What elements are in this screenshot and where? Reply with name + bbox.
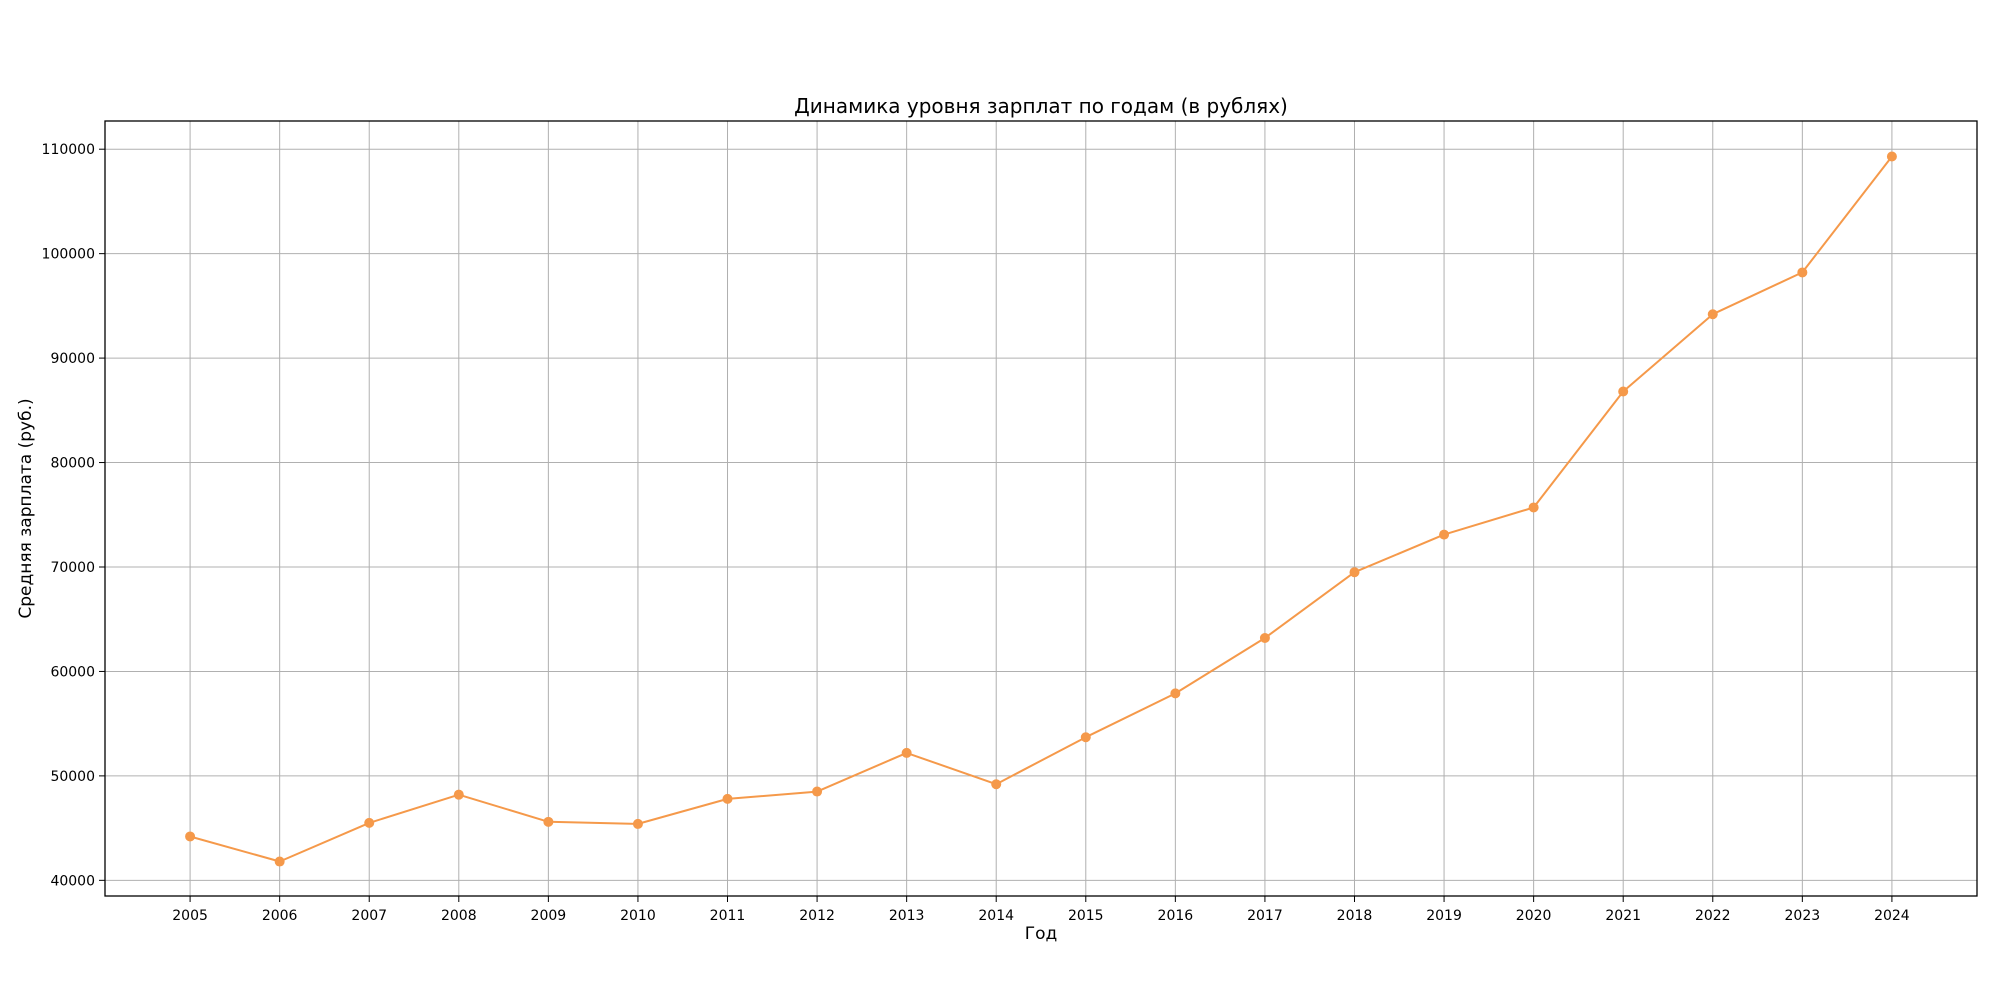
data-point-2016 [1170,688,1181,699]
series-line [189,155,1893,863]
data-point-2015 [1080,732,1091,743]
data-point-2008 [453,789,464,800]
data-point-2005 [185,831,196,842]
data-point-2018 [1349,567,1360,578]
grid [105,121,1977,896]
x-tick-label: 2010 [620,908,656,924]
x-tick-label: 2016 [1158,908,1194,924]
x-tick-label: 2023 [1785,908,1821,924]
data-point-2024 [1886,151,1897,162]
x-tick-label: 2009 [531,908,567,924]
data-point-2006 [274,856,285,867]
x-tick-label: 2014 [978,908,1014,924]
y-tick-label: 40000 [50,873,95,889]
data-point-2022 [1707,309,1718,320]
x-axis-ticks: 2005 2006 2007 2008 2009 2010 2011 2012 2013 2014… [172,896,1910,924]
data-point-2020 [1528,502,1539,513]
data-point-2013 [901,747,912,758]
x-tick-label: 2015 [1068,908,1104,924]
x-tick-label: 2017 [1247,908,1283,924]
data-point-2010 [632,818,643,829]
x-tick-label: 2022 [1695,908,1731,924]
x-tick-label: 2012 [799,908,835,924]
x-tick-label: 2024 [1874,908,1910,924]
x-tick-label: 2021 [1605,908,1641,924]
data-point-2017 [1259,633,1270,644]
y-tick-label: 90000 [50,351,95,367]
data-point-2019 [1439,529,1450,540]
y-tick-label: 50000 [50,769,95,785]
x-tick-label: 2008 [441,908,477,924]
plot-frame [104,120,1978,897]
y-axis-ticks: 40000 50000 60000 70000 80000 90000 100000 1100… [42,142,105,889]
data-point-2023 [1797,267,1808,278]
data-point-2014 [991,779,1002,790]
x-tick-label: 2011 [710,908,746,924]
x-tick-label: 2018 [1337,908,1373,924]
x-tick-label: 2007 [351,908,387,924]
data-point-2012 [812,786,823,797]
y-tick-label: 100000 [42,247,95,263]
chart-title: Динамика уровня зарплат по годам (в рубл… [794,94,1288,118]
y-tick-label: 110000 [42,142,95,158]
x-tick-label: 2019 [1426,908,1462,924]
data-point-2009 [543,816,554,827]
data-point-2021 [1618,386,1629,397]
x-axis-label: Год [1025,924,1058,944]
x-tick-label: 2006 [262,908,298,924]
series-layer [185,151,1897,867]
x-tick-label: 2020 [1516,908,1552,924]
data-point-2011 [722,793,733,804]
x-tick-label: 2013 [889,908,925,924]
x-tick-label: 2005 [172,908,208,924]
y-tick-label: 60000 [50,664,95,680]
y-tick-label: 80000 [50,456,95,472]
y-axis-label: Средняя зарплата (руб.) [16,398,36,618]
y-tick-label: 70000 [50,560,95,576]
data-point-2007 [364,817,375,828]
